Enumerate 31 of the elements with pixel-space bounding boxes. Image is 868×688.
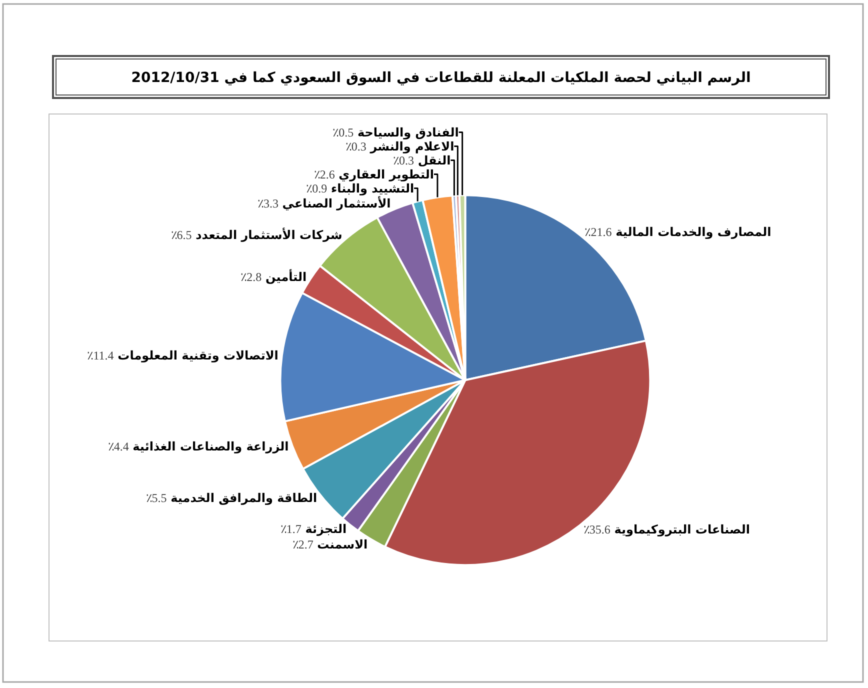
slice-label: التأمين [266, 269, 307, 284]
slice-label: التشييد والبناء [330, 181, 414, 196]
slice-label: التطوير العقاري [338, 167, 434, 182]
data-label: 0.9٪ [306, 181, 328, 196]
data-label: 3.3٪ [257, 196, 278, 210]
slice-label: المصارف والخدمات المالية [616, 224, 772, 239]
slice-label: الاعلام والنشر [369, 139, 454, 154]
slice-label: الاتصالات وتقنية المعلومات [118, 348, 278, 362]
chart-title: الرسم البياني لحصة الملكيات المعلنة للقطاعات في السوق السعودي كما في 2012/10/31 [131, 70, 751, 86]
slice-label: الفنادق والسياحة [357, 125, 459, 140]
data-label: 0.5٪ [332, 125, 354, 140]
data-label: 0.3٪ [393, 153, 414, 168]
slice-label: النقل [418, 153, 451, 168]
slice-label: الطاقة والمرافق الخدمية [170, 491, 318, 506]
slice-label: الزراعة والصناعات الغذائية [132, 440, 289, 454]
slice-label: الاسمنت [317, 538, 368, 552]
slice-label: التجزئة [305, 522, 347, 536]
data-label: 35.6٪ [583, 522, 610, 537]
slice-label: شركات الأستثمار المتعدد [196, 226, 342, 242]
data-label: 0.3٪ [345, 139, 366, 154]
data-label: 2.6٪ [314, 167, 335, 182]
data-label: 5.5٪ [146, 491, 167, 506]
slice-label: الأستثمار الصناعي [282, 195, 391, 210]
data-label: 4.4٪ [108, 440, 129, 454]
data-label: 11.4٪ [87, 348, 114, 362]
data-label: 1.7٪ [280, 522, 302, 536]
data-label: 6.5٪ [170, 228, 192, 242]
data-label: 21.6٪ [584, 224, 612, 239]
slice-label: الصناعات البتروكيماوية [614, 522, 750, 537]
data-label: 2.7٪ [292, 538, 314, 552]
data-label: 2.8٪ [240, 270, 262, 284]
